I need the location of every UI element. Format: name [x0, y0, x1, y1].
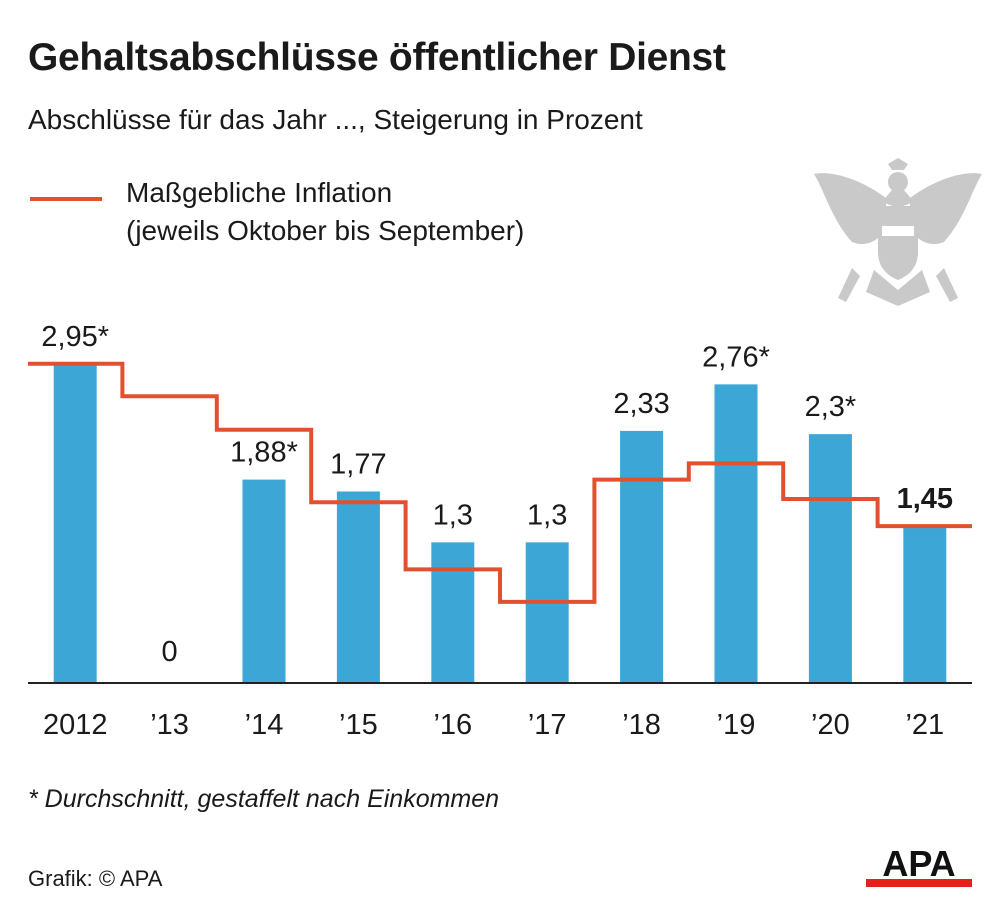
data-label-3: 1,77 [330, 448, 386, 480]
data-label-4: 1,3 [433, 499, 473, 531]
bar-6 [620, 430, 664, 683]
data-label-5: 1,3 [527, 499, 567, 531]
bar-8 [808, 434, 852, 683]
data-label-6: 2,33 [613, 388, 669, 420]
source-credit: Grafik: © APA [28, 866, 163, 891]
legend-line1: Maßgebliche Inflation [126, 177, 393, 208]
legend-inflation-label: Maßgebliche Inflation (jeweils Oktober b… [126, 174, 524, 250]
bar-4 [431, 542, 475, 683]
x-tick-label-7: ’19 [717, 709, 756, 741]
x-tick-label-6: ’18 [622, 709, 661, 741]
data-label-0: 2,95* [41, 321, 109, 353]
footnote: * Durchschnitt, gestaffelt nach Einkomme… [28, 785, 500, 813]
legend-line2: (jeweils Oktober bis September) [126, 215, 525, 246]
apa-logo: APA [866, 846, 972, 887]
data-label-9: 1,45 [897, 483, 953, 515]
x-tick-label-5: ’17 [528, 709, 567, 741]
x-tick-label-0: 2012 [43, 709, 108, 741]
data-label-7: 2,76* [702, 341, 770, 373]
inflation-step-line [28, 361, 972, 604]
data-label-2: 1,88* [230, 437, 298, 469]
chart-title: Gehaltsabschlüsse öffentlicher Dienst [28, 36, 726, 79]
bar-2 [242, 479, 286, 683]
x-tick-label-1: ’13 [150, 709, 189, 741]
bar-9 [903, 526, 947, 683]
legend-inflation-swatch [30, 197, 102, 201]
svg-text:APA: APA [882, 846, 955, 884]
bar-3 [336, 491, 380, 683]
x-tick-label-2: ’14 [245, 709, 284, 741]
data-label-1: 0 [162, 636, 178, 668]
x-tick-label-8: ’20 [811, 709, 850, 741]
x-tick-label-9: ’21 [905, 709, 944, 741]
chart-subtitle: Abschlüsse für das Jahr ..., Steigerung … [28, 104, 643, 135]
x-tick-label-4: ’16 [433, 709, 472, 741]
data-label-8: 2,3* [805, 391, 857, 423]
bar-7 [714, 384, 758, 683]
bar-5 [525, 542, 569, 683]
bar-0 [53, 363, 97, 683]
x-tick-label-3: ’15 [339, 709, 378, 741]
austrian-eagle-icon [814, 158, 982, 306]
